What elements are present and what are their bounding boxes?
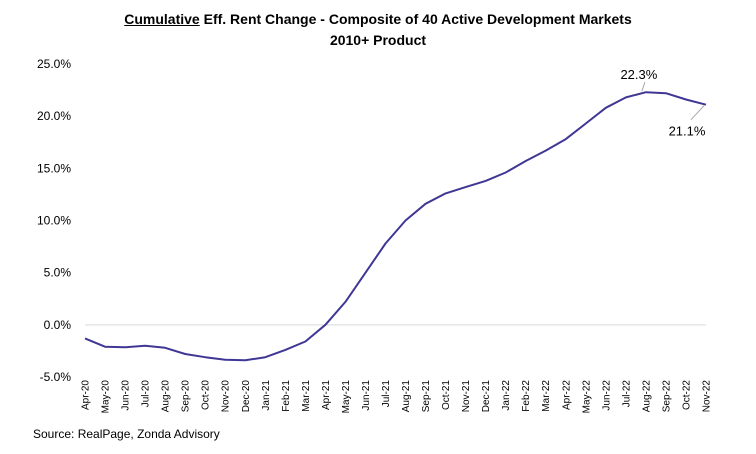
x-tick-label: Apr-22 bbox=[561, 380, 572, 410]
x-tick-label: Sep-21 bbox=[421, 380, 432, 413]
x-tick-label: Feb-21 bbox=[281, 380, 292, 412]
x-tick-label: Sep-20 bbox=[181, 380, 192, 413]
x-tick-label: Aug-22 bbox=[641, 380, 652, 413]
x-tick-label: Aug-20 bbox=[161, 380, 172, 413]
chart-title-rest: Eff. Rent Change - Composite of 40 Activ… bbox=[199, 11, 632, 27]
chart-title: Cumulative Eff. Rent Change - Composite … bbox=[0, 9, 756, 29]
x-tick-label: Nov-21 bbox=[461, 380, 472, 413]
series-line bbox=[84, 91, 707, 362]
x-axis: Apr-20 May-20 Jun-20 Jul-20 Aug-20 Sep-20 Oct-… bbox=[81, 324, 713, 414]
annotation-leader bbox=[641, 82, 646, 92]
x-tick-label: May-22 bbox=[581, 380, 592, 414]
x-tick-label: Feb-22 bbox=[521, 380, 532, 412]
y-tick-label: 25.0% bbox=[37, 57, 71, 71]
x-tick-label: Jul-21 bbox=[381, 380, 392, 408]
x-tick-label: May-20 bbox=[101, 380, 112, 414]
y-tick-label: 15.0% bbox=[37, 161, 71, 175]
y-tick-label: 20.0% bbox=[37, 109, 71, 123]
x-tick-label: Dec-20 bbox=[241, 380, 252, 413]
x-tick-label: Jun-20 bbox=[121, 380, 132, 411]
x-tick-label: Oct-22 bbox=[681, 380, 692, 410]
x-tick-label: Jun-22 bbox=[601, 380, 612, 411]
x-tick-label: Oct-21 bbox=[441, 380, 452, 410]
x-tick-label: Sep-22 bbox=[661, 380, 672, 413]
x-tick-label: Nov-22 bbox=[702, 380, 713, 413]
x-tick-label: May-21 bbox=[341, 380, 352, 414]
chart-subtitle: 2010+ Product bbox=[329, 32, 427, 48]
chart-title-underlined: Cumulative bbox=[124, 11, 200, 27]
x-tick-label: Jul-22 bbox=[621, 380, 632, 408]
x-tick-label: Apr-20 bbox=[81, 380, 92, 410]
x-tick-label: Mar-21 bbox=[301, 380, 312, 412]
x-tick-label: Jun-21 bbox=[361, 380, 372, 411]
y-tick-label: 10.0% bbox=[37, 214, 71, 228]
x-tick-label: Oct-20 bbox=[201, 380, 212, 410]
x-tick-label: Jan-22 bbox=[501, 380, 512, 411]
x-tick-label: Jan-21 bbox=[261, 380, 272, 411]
annotation-label: 21.1% bbox=[669, 124, 706, 139]
source-note: Source: RealPage, Zonda Advisory bbox=[33, 427, 220, 441]
y-tick-label: 0.0% bbox=[44, 318, 72, 332]
y-tick-label: 5.0% bbox=[44, 266, 72, 280]
annotations: 22.3% 21.1% bbox=[620, 67, 705, 139]
y-tick-label: -5.0% bbox=[40, 370, 72, 384]
x-tick-label: Mar-22 bbox=[541, 380, 552, 412]
x-tick-label: Nov-20 bbox=[221, 380, 232, 413]
x-tick-label: Apr-21 bbox=[321, 380, 332, 410]
annotation-leader bbox=[690, 105, 705, 121]
x-tick-label: Aug-21 bbox=[401, 380, 412, 413]
x-tick-label: Dec-21 bbox=[481, 380, 492, 413]
series-line-group bbox=[84, 91, 707, 362]
y-axis: -5.0% 0.0% 5.0% 10.0% 15.0% 20.0% 25.0% bbox=[37, 57, 71, 384]
x-tick-label: Jul-20 bbox=[141, 380, 152, 408]
annotation-label: 22.3% bbox=[620, 67, 657, 82]
